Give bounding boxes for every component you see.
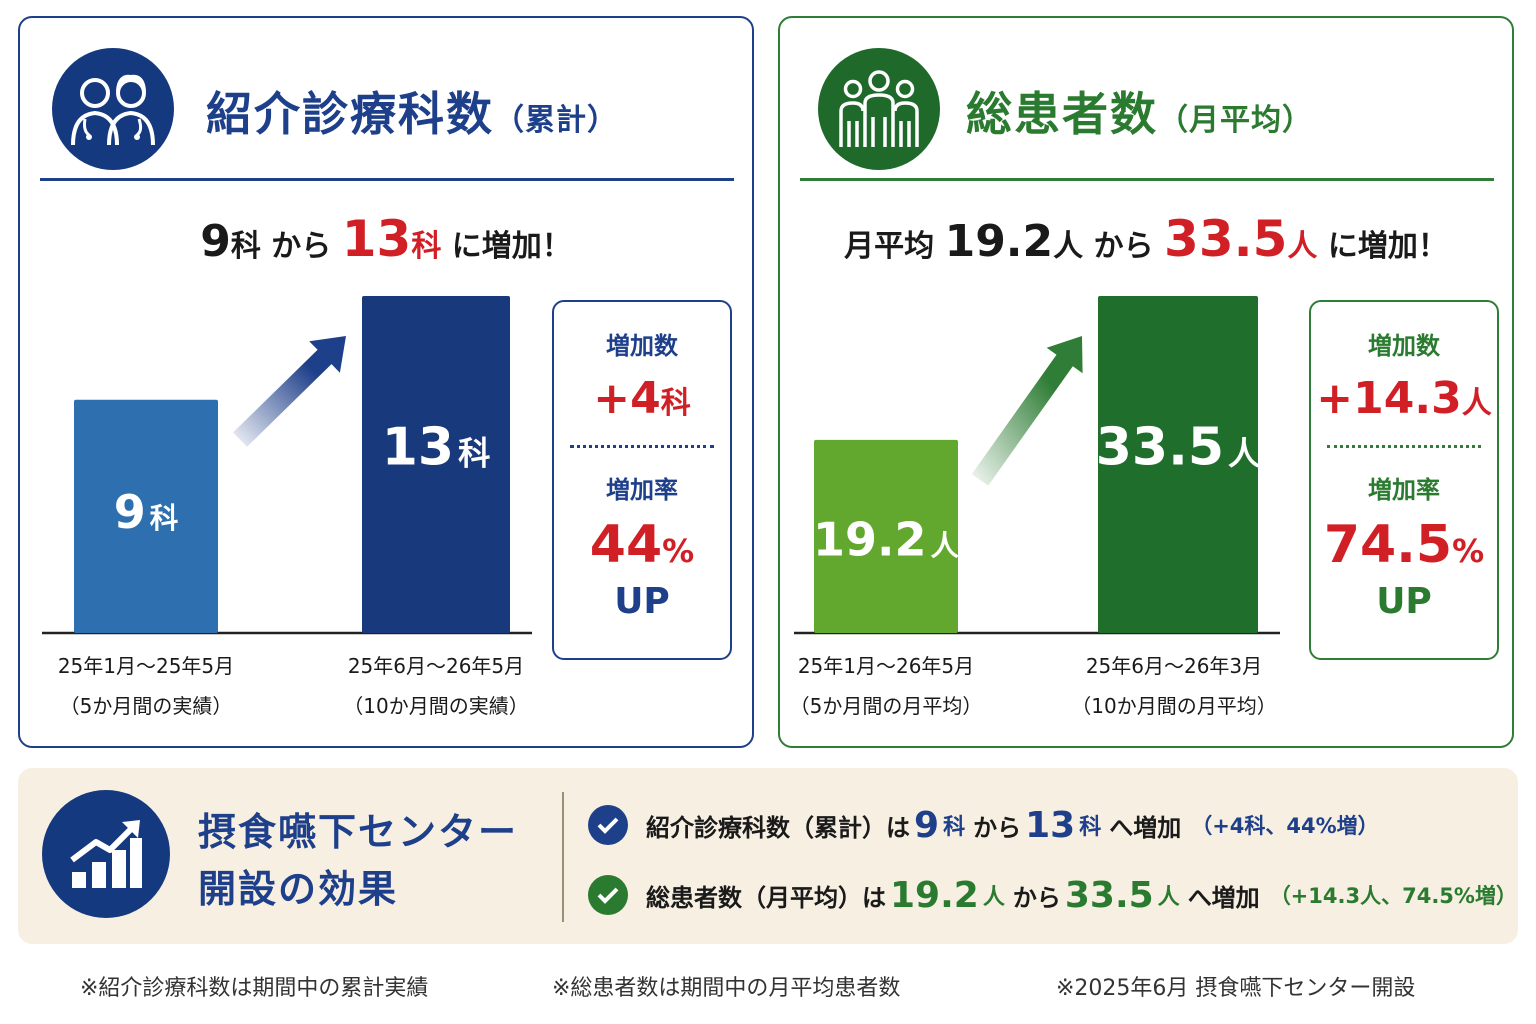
x-tick-label: （5か月間の月平均） [790, 694, 983, 718]
increase-rate-value: 44% [589, 515, 695, 576]
bar [814, 439, 958, 633]
headline: 9科 から 13科 に増加！ [200, 210, 572, 268]
x-tick-label: （5か月間の実績） [60, 694, 233, 718]
bar-value-label: 19.2 人 [813, 513, 960, 567]
total-patients-panel: 総患者数（月平均） 月平均 19.2人 から 33.5人 に増加！ 19.2 人 2… [778, 16, 1514, 748]
footnote: ※総患者数は期間中の月平均患者数 [552, 976, 901, 1001]
bar-value-label: 33.5 人 [1096, 418, 1261, 478]
up-label: UP [614, 580, 670, 622]
summary-row-patients: 総患者数（月平均）は 19.2 人 から 33.5 人 へ増加 （+14.3人、74… [588, 870, 1517, 920]
referral-departments-panel: 紹介診療科数（累計） 9科 から 13科 に増加！ 9 科 25年1月〜25年5月 （… [18, 16, 754, 748]
check-icon [588, 805, 628, 845]
x-tick-label: （10か月間の月平均） [1071, 694, 1276, 718]
footnote: ※紹介診療科数は期間中の累計実績 [80, 976, 429, 1001]
title-divider [40, 178, 734, 181]
increase-count-label: 増加数 [606, 332, 678, 360]
increase-rate-value: 74.5% [1323, 515, 1485, 576]
increase-stats-box: 増加数 +4科 増加率 44% UP [552, 300, 732, 660]
doctors-icon [52, 48, 174, 170]
x-tick-label: （10か月間の実績） [343, 694, 528, 718]
bar [362, 296, 510, 633]
check-icon [588, 875, 628, 915]
growth-chart-icon [42, 790, 170, 918]
increase-stats-box: 増加数 +14.3人 増加率 74.5% UP [1309, 300, 1499, 660]
summary-divider [562, 792, 564, 922]
summary-title: 摂食嚥下センター 開設の効果 [198, 810, 519, 911]
increase-rate-label: 増加率 [1368, 476, 1440, 505]
bar [74, 399, 218, 633]
x-tick-label: 25年6月〜26年5月 [348, 654, 524, 678]
dotted-divider [1327, 445, 1481, 449]
bar [1098, 296, 1258, 633]
increase-count-value: +14.3人 [1316, 373, 1492, 424]
x-tick-label: 25年1月〜25年5月 [58, 654, 234, 678]
dotted-divider [570, 445, 714, 449]
increase-count-value: +4科 [593, 373, 691, 424]
footnote: ※2025年6月 摂食嚥下センター開設 [1056, 976, 1416, 1001]
increase-count-label: 増加数 [1368, 332, 1440, 360]
title-divider [800, 178, 1494, 181]
patients-bar-chart: 19.2 人 25年1月〜26年5月 （5か月間の月平均） 33.5 人 25年6月〜26年… [790, 296, 1280, 718]
x-tick-label: 25年1月〜26年5月 [798, 654, 974, 678]
panel-title: 総患者数（月平均） [966, 87, 1313, 141]
trend-arrow [233, 336, 346, 447]
increase-rate-label: 増加率 [606, 476, 678, 505]
trend-arrow [971, 336, 1083, 486]
x-tick-label: 25年6月〜26年3月 [1086, 654, 1262, 678]
bar-value-label: 13 科 [382, 418, 491, 478]
panel-title: 紹介診療科数（累計） [206, 87, 618, 141]
headline: 月平均 19.2人 から 33.5人 に増加！ [844, 210, 1448, 268]
up-label: UP [1376, 580, 1432, 622]
departments-bar-chart: 9 科 25年1月〜25年5月 （5か月間の実績） 13 科 25年6月〜26年5月 （10か… [42, 296, 532, 718]
people-group-icon [818, 48, 940, 170]
